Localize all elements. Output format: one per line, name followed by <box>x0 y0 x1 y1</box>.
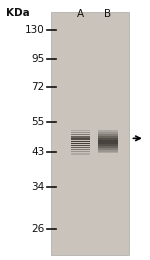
FancyBboxPatch shape <box>70 143 90 144</box>
FancyBboxPatch shape <box>70 138 90 140</box>
FancyBboxPatch shape <box>70 151 90 152</box>
FancyBboxPatch shape <box>98 152 118 153</box>
FancyBboxPatch shape <box>70 136 90 138</box>
Text: 72: 72 <box>31 82 44 92</box>
Text: 26: 26 <box>31 224 44 234</box>
Text: 43: 43 <box>31 147 44 157</box>
Text: B: B <box>104 9 112 19</box>
FancyBboxPatch shape <box>98 142 118 144</box>
FancyBboxPatch shape <box>70 130 90 131</box>
FancyBboxPatch shape <box>98 132 118 134</box>
Text: KDa: KDa <box>6 8 30 18</box>
FancyBboxPatch shape <box>98 148 118 150</box>
FancyBboxPatch shape <box>98 131 118 132</box>
Text: A: A <box>77 9 84 19</box>
FancyBboxPatch shape <box>98 150 118 152</box>
FancyBboxPatch shape <box>98 138 118 140</box>
FancyBboxPatch shape <box>70 134 90 135</box>
Text: 130: 130 <box>24 25 44 35</box>
Text: 95: 95 <box>31 54 44 63</box>
FancyBboxPatch shape <box>51 12 129 255</box>
Text: 34: 34 <box>31 182 44 192</box>
FancyBboxPatch shape <box>98 146 118 147</box>
FancyBboxPatch shape <box>98 144 118 146</box>
FancyBboxPatch shape <box>98 136 118 138</box>
FancyBboxPatch shape <box>70 149 90 150</box>
FancyBboxPatch shape <box>98 140 118 142</box>
FancyBboxPatch shape <box>70 132 90 133</box>
FancyBboxPatch shape <box>70 147 90 148</box>
FancyBboxPatch shape <box>70 153 90 154</box>
FancyBboxPatch shape <box>70 140 90 142</box>
Text: 55: 55 <box>31 117 44 127</box>
FancyBboxPatch shape <box>98 134 118 136</box>
FancyBboxPatch shape <box>70 145 90 146</box>
